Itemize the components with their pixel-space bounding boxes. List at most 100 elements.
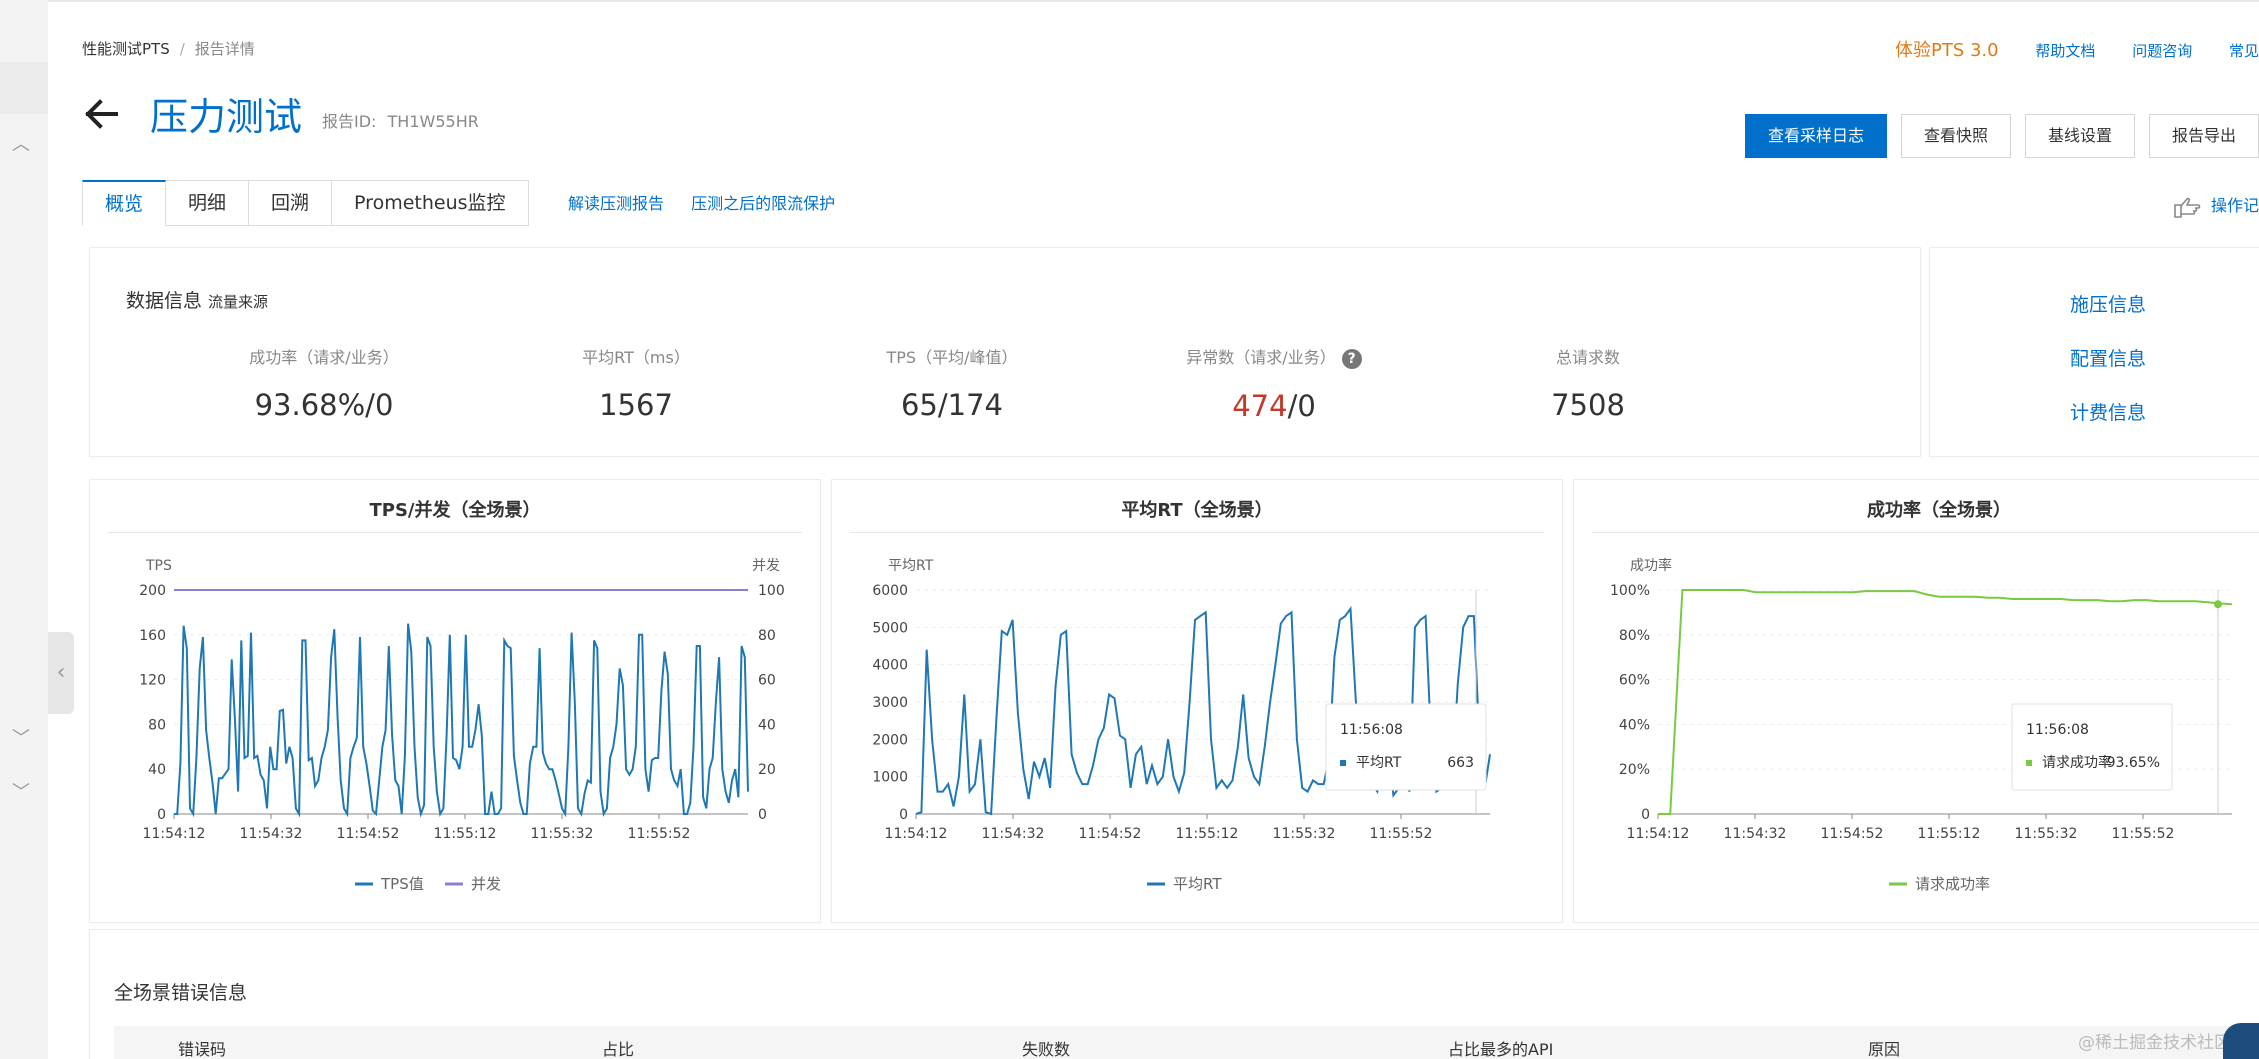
- help-docs-link[interactable]: 帮助文档: [2035, 42, 2096, 60]
- legend-label: 并发: [471, 875, 501, 893]
- x-tick-label: 11:54:52: [1821, 826, 1884, 842]
- tooltip-box: [2011, 703, 2173, 791]
- chart-title: 成功率（全场景）: [1592, 496, 2259, 533]
- column-header[interactable]: 原因: [1868, 1040, 1901, 1059]
- success-rate-chart[interactable]: 成功率 0 20% 40% 60% 80% 100% 11:54:12 11:54:32 11:5…: [1574, 480, 2259, 922]
- legend-label: 平均RT: [1173, 875, 1222, 893]
- x-tick-label: 11:55:32: [1273, 826, 1336, 842]
- tooltip-time: 11:56:08: [2026, 722, 2089, 738]
- chevron-up-icon[interactable]: ︿: [12, 134, 30, 155]
- main-content: 性能测试PTS / 报告详情 体验PTS 3.0 帮助文档 问题咨询 常见 压力测试…: [48, 0, 2259, 1059]
- metric-value: 93.68%/0: [254, 388, 394, 422]
- y-tick-label: 40%: [1619, 717, 1650, 733]
- column-header[interactable]: 占比最多的API: [1448, 1040, 1554, 1059]
- billing-info-link[interactable]: 计费信息: [2070, 402, 2147, 424]
- rail-selected-block[interactable]: [0, 62, 48, 114]
- y-tick-label: 120: [139, 673, 166, 689]
- error-info-card: 全场景错误信息 错误码 占比 失败数 占比最多的API 原因: [90, 930, 2259, 1059]
- view-snapshot-button[interactable]: 查看快照: [1900, 114, 2011, 158]
- x-tick-label: 11:54:52: [1079, 826, 1142, 842]
- column-header[interactable]: 占比: [602, 1040, 635, 1059]
- success-rate-chart-card: 成功率（全场景） 成功率 0 20% 40% 60% 80% 100% 11:54:12 11:…: [1574, 480, 2259, 922]
- y-tick-label: 100%: [1610, 583, 1650, 599]
- traffic-source-link[interactable]: 流量来源: [208, 293, 269, 311]
- avatar[interactable]: [2223, 1023, 2259, 1059]
- pressure-info-link[interactable]: 施压信息: [2070, 294, 2147, 316]
- y-tick-label: 60%: [1619, 673, 1650, 689]
- metric-label: TPS（平均/峰值）: [886, 348, 1018, 367]
- tooltip-swatch: [2026, 760, 2032, 766]
- y2-tick-label: 60: [758, 673, 776, 689]
- x-tick-label: 11:54:32: [240, 826, 303, 842]
- metric-total-requests: 总请求数 7508: [1438, 344, 1738, 422]
- column-header[interactable]: 错误码: [178, 1040, 227, 1059]
- side-info-card: 施压信息 配置信息 计费信息: [1930, 248, 2259, 456]
- exception-count[interactable]: 474: [1232, 388, 1288, 423]
- y2-tick-label: 20: [758, 762, 776, 778]
- y2-tick-label: 40: [758, 717, 776, 733]
- y-tick-label: 80%: [1619, 628, 1650, 644]
- view-sample-log-button[interactable]: 查看采样日志: [1744, 114, 1887, 158]
- breadcrumb-separator: /: [179, 40, 185, 58]
- interpret-report-link[interactable]: 解读压测报告: [568, 194, 665, 213]
- top-divider: [48, 0, 2259, 2]
- tps-concurrency-chart[interactable]: TPS 并发 0 40 80 120 160 200 0 20 40 60 80 100 11:54:12 1…: [90, 480, 820, 922]
- x-tick-label: 11:55:52: [2112, 826, 2175, 842]
- tab-trace-back[interactable]: 回溯: [249, 180, 333, 226]
- metric-label: 成功率（请求/业务）: [249, 348, 399, 367]
- try-pts3-link[interactable]: 体验PTS 3.0: [1894, 40, 1999, 61]
- consult-link[interactable]: 问题咨询: [2132, 42, 2193, 60]
- faq-link[interactable]: 常见: [2228, 42, 2259, 60]
- chevron-down-icon[interactable]: ﹀: [12, 728, 30, 749]
- tooltip-point: [2214, 600, 2222, 609]
- metric-value: 65/174: [900, 388, 1004, 422]
- y-tick-label: 200: [139, 583, 166, 599]
- y-tick-label: 0: [899, 807, 908, 823]
- operation-log[interactable]: 操作记: [2173, 192, 2259, 219]
- chevron-down-icon[interactable]: ﹀: [12, 782, 30, 803]
- operation-log-label: 操作记: [2210, 196, 2259, 215]
- series-line: [174, 623, 749, 818]
- column-header[interactable]: 失败数: [1022, 1040, 1071, 1059]
- tooltip-swatch: [1340, 760, 1346, 766]
- y2-tick-label: 100: [758, 583, 785, 599]
- x-tick-label: 11:55:12: [434, 826, 497, 842]
- report-id-label: 报告ID:: [322, 112, 377, 131]
- x-tick-label: 11:54:32: [982, 826, 1045, 842]
- y-axis-label: TPS: [145, 558, 172, 574]
- report-tabs: 概览 明细 回溯 Prometheus监控: [82, 180, 529, 226]
- y-tick-label: 2000: [872, 732, 908, 748]
- y-tick-label: 6000: [872, 583, 908, 599]
- metric-label: 异常数（请求/业务）?: [1124, 344, 1424, 369]
- x-tick-label: 11:55:12: [1176, 826, 1239, 842]
- avg-rt-chart[interactable]: 平均RT 0 1000 2000 3000 4000 5000 6000 11:54:12 11:…: [832, 480, 1562, 922]
- y2-tick-label: 0: [758, 807, 767, 823]
- watermark: @稀土掘金技术社区: [2078, 1033, 2231, 1053]
- breadcrumb-root[interactable]: 性能测试PTS: [82, 40, 170, 58]
- collapse-sidebar-chevron-icon[interactable]: ‹: [48, 632, 74, 714]
- chart-title: TPS/并发（全场景）: [108, 496, 802, 533]
- y-tick-label: 1000: [872, 770, 908, 786]
- tab-prometheus[interactable]: Prometheus监控: [332, 180, 529, 226]
- breadcrumb-current: 报告详情: [194, 40, 255, 58]
- y-tick-label: 5000: [872, 620, 908, 636]
- pointing-hand-icon: [2174, 197, 2201, 218]
- metric-value: 1567: [599, 388, 673, 422]
- export-report-button[interactable]: 报告导出: [2148, 114, 2259, 158]
- tooltip-box: [1325, 703, 1487, 791]
- metric-value: 7508: [1551, 388, 1625, 422]
- metric-avg-rt: 平均RT（ms） 1567: [486, 344, 786, 422]
- throttle-protection-link[interactable]: 压测之后的限流保护: [691, 194, 836, 213]
- data-info-heading: 数据信息: [126, 290, 203, 312]
- tab-overview[interactable]: 概览: [82, 180, 167, 226]
- back-arrow-icon[interactable]: [82, 92, 122, 136]
- y2-tick-label: 80: [758, 628, 776, 644]
- help-icon[interactable]: ?: [1341, 348, 1362, 369]
- x-tick-label: 11:54:32: [1724, 826, 1787, 842]
- tab-detail[interactable]: 明细: [166, 180, 250, 226]
- config-info-link[interactable]: 配置信息: [2070, 348, 2147, 370]
- x-tick-label: 11:55:52: [1370, 826, 1433, 842]
- business-exception-count: /0: [1287, 388, 1316, 423]
- series-line: [1658, 589, 2233, 815]
- baseline-settings-button[interactable]: 基线设置: [2024, 114, 2135, 158]
